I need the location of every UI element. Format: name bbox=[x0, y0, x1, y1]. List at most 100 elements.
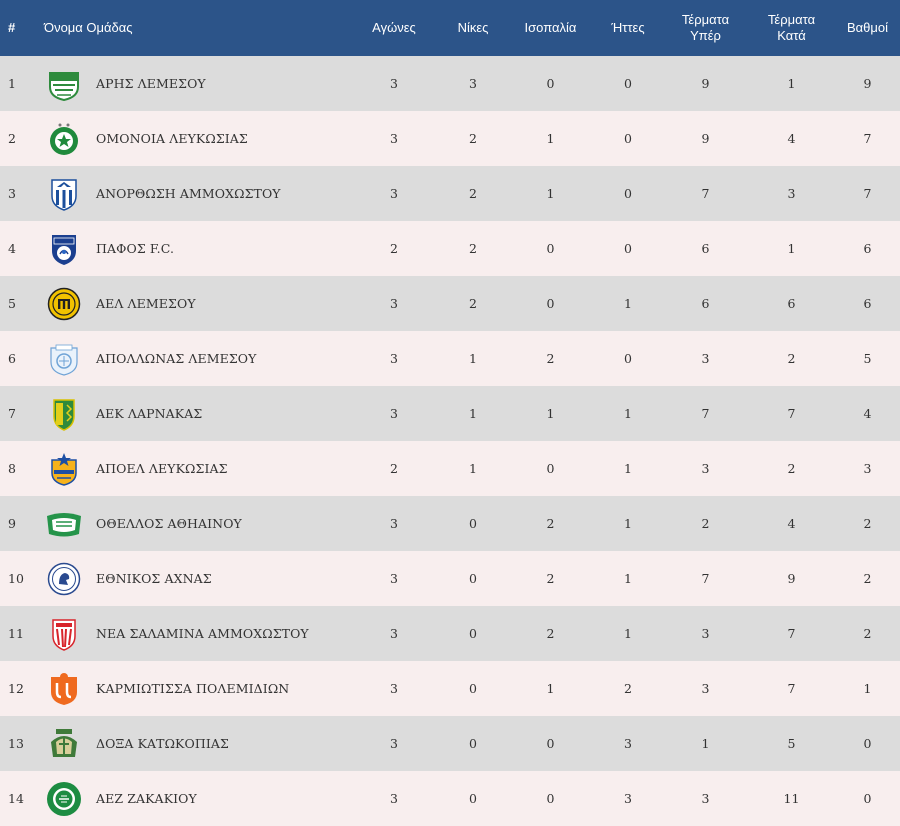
aris-limassol-crest-icon bbox=[44, 66, 84, 102]
goals-for-cell: 1 bbox=[701, 736, 710, 751]
header-goals-for[interactable]: Τέρματα Υπέρ bbox=[663, 0, 748, 56]
goals-against-cell: 4 bbox=[787, 516, 796, 531]
team-name[interactable]: ΑΡΗΣ ΛΕΜΕΣΟΥ bbox=[96, 76, 206, 91]
team-name[interactable]: ΟΘΕΛΛΟΣ ΑΘΗΑΙΝΟΥ bbox=[96, 516, 242, 531]
losses-cell: 1 bbox=[624, 406, 632, 421]
points-cell: 2 bbox=[863, 516, 872, 531]
goals-against-cell: 9 bbox=[787, 571, 796, 586]
team-cell[interactable]: ΑΕΛ ΛΕΜΕΣΟΥ bbox=[40, 276, 350, 331]
table-row[interactable]: 4 ΠΑΦΟΣ F.C. 2 2 0 0 6 1 6 bbox=[0, 221, 900, 276]
header-rank[interactable]: # bbox=[8, 20, 16, 35]
team-cell[interactable]: ΑΠΟΛΛΩΝΑΣ ΛΕΜΕΣΟΥ bbox=[40, 331, 350, 386]
goals-for-cell: 2 bbox=[701, 516, 710, 531]
table-row[interactable]: 7 ΑΕΚ ΛΑΡΝΑΚΑΣ 3 1 1 1 7 7 4 bbox=[0, 386, 900, 441]
team-name[interactable]: ΚΑΡΜΙΩΤΙΣΣΑ ΠΟΛΕΜΙΔΙΩΝ bbox=[96, 681, 290, 696]
team-cell[interactable]: ΟΘΕΛΛΟΣ ΑΘΗΑΙΝΟΥ bbox=[40, 496, 350, 551]
draws-cell: 0 bbox=[546, 791, 555, 806]
goals-for-cell: 7 bbox=[701, 186, 710, 201]
team-cell[interactable]: ΑΠΟΕΛ ΛΕΥΚΩΣΙΑΣ bbox=[40, 441, 350, 496]
team-name[interactable]: ΝΕΑ ΣΑΛΑΜΙΝΑ ΑΜΜΟΧΩΣΤΟΥ bbox=[96, 626, 309, 641]
played-cell: 2 bbox=[390, 241, 398, 256]
header-goals-against-line1: Τέρματα bbox=[767, 12, 816, 27]
header-team-name[interactable]: Όνομα Ομάδας bbox=[44, 20, 133, 35]
goals-against-cell: 5 bbox=[787, 736, 796, 751]
table-row[interactable]: 10 ΕΘΝΙΚΟΣ ΑΧΝΑΣ 3 0 2 1 7 9 2 bbox=[0, 551, 900, 606]
team-name[interactable]: ΑΕΛ ΛΕΜΕΣΟΥ bbox=[96, 296, 196, 311]
goals-against-cell: 3 bbox=[787, 186, 796, 201]
header-points[interactable]: Βαθμοί bbox=[846, 20, 889, 35]
rank-cell: 7 bbox=[8, 406, 16, 421]
rank-cell: 5 bbox=[8, 296, 16, 311]
played-cell: 2 bbox=[390, 461, 398, 476]
team-cell[interactable]: ΑΝΟΡΘΩΣΗ ΑΜΜΟΧΩΣΤΟΥ bbox=[40, 166, 350, 221]
played-cell: 3 bbox=[390, 186, 398, 201]
team-cell[interactable]: ΕΘΝΙΚΟΣ ΑΧΝΑΣ bbox=[40, 551, 350, 606]
header-goals-against[interactable]: Τέρματα Κατά bbox=[748, 0, 835, 56]
header-goals-for-line2: Υπέρ bbox=[690, 28, 721, 43]
team-name[interactable]: ΑΕΚ ΛΑΡΝΑΚΑΣ bbox=[96, 406, 203, 421]
rank-cell: 4 bbox=[8, 241, 16, 256]
team-cell[interactable]: ΔΟΞΑ ΚΑΤΩΚΟΠΙΑΣ bbox=[40, 716, 350, 771]
team-cell[interactable]: ΑΕΖ ΖΑΚΑΚΙΟΥ bbox=[40, 771, 350, 826]
points-cell: 4 bbox=[863, 406, 872, 421]
table-row[interactable]: 13 ΔΟΞΑ ΚΑΤΩΚΟΠΙΑΣ 3 0 0 3 1 5 0 bbox=[0, 716, 900, 771]
team-name[interactable]: ΑΠΟΕΛ ΛΕΥΚΩΣΙΑΣ bbox=[96, 461, 228, 476]
rank-cell: 3 bbox=[8, 186, 16, 201]
goals-for-cell: 7 bbox=[701, 571, 710, 586]
played-cell: 3 bbox=[390, 131, 398, 146]
losses-cell: 0 bbox=[624, 351, 632, 366]
played-cell: 3 bbox=[390, 516, 398, 531]
team-name[interactable]: ΑΠΟΛΛΩΝΑΣ ΛΕΜΕΣΟΥ bbox=[96, 351, 257, 366]
team-name[interactable]: ΑΝΟΡΘΩΣΗ ΑΜΜΟΧΩΣΤΟΥ bbox=[96, 186, 281, 201]
points-cell: 3 bbox=[863, 461, 872, 476]
draws-cell: 0 bbox=[546, 296, 555, 311]
header-played[interactable]: Αγώνες bbox=[372, 20, 416, 35]
team-name[interactable]: ΑΕΖ ΖΑΚΑΚΙΟΥ bbox=[96, 791, 197, 806]
table-row[interactable]: 12 ΚΑΡΜΙΩΤΙΣΣΑ ΠΟΛΕΜΙΔΙΩΝ 3 0 1 2 3 7 1 bbox=[0, 661, 900, 716]
table-row[interactable]: 6 ΑΠΟΛΛΩΝΑΣ ΛΕΜΕΣΟΥ 3 1 2 0 3 2 5 bbox=[0, 331, 900, 386]
table-row[interactable]: 1 ΑΡΗΣ ΛΕΜΕΣΟΥ 3 3 0 0 9 1 9 bbox=[0, 56, 900, 111]
team-cell[interactable]: ΝΕΑ ΣΑΛΑΜΙΝΑ ΑΜΜΟΧΩΣΤΟΥ bbox=[40, 606, 350, 661]
team-name[interactable]: ΠΑΦΟΣ F.C. bbox=[96, 241, 175, 256]
table-row[interactable]: 2 ΟΜΟΝΟΙΑ ΛΕΥΚΩΣΙΑΣ 3 2 1 0 9 4 7 bbox=[0, 111, 900, 166]
team-cell[interactable]: ΚΑΡΜΙΩΤΙΣΣΑ ΠΟΛΕΜΙΔΙΩΝ bbox=[40, 661, 350, 716]
team-name[interactable]: ΕΘΝΙΚΟΣ ΑΧΝΑΣ bbox=[96, 571, 212, 586]
header-wins[interactable]: Νίκες bbox=[457, 20, 489, 35]
table-row[interactable]: 8 ΑΠΟΕΛ ΛΕΥΚΩΣΙΑΣ 2 1 0 1 3 2 3 bbox=[0, 441, 900, 496]
table-row[interactable]: 14 ΑΕΖ ΖΑΚΑΚΙΟΥ 3 0 0 3 3 11 0 bbox=[0, 771, 900, 826]
rank-cell: 13 bbox=[8, 736, 24, 751]
table-row[interactable]: 11 ΝΕΑ ΣΑΛΑΜΙΝΑ ΑΜΜΟΧΩΣΤΟΥ 3 0 2 1 3 7 2 bbox=[0, 606, 900, 661]
losses-cell: 0 bbox=[624, 186, 632, 201]
draws-cell: 0 bbox=[546, 76, 555, 91]
losses-cell: 0 bbox=[624, 241, 632, 256]
team-cell[interactable]: ΑΕΚ ΛΑΡΝΑΚΑΣ bbox=[40, 386, 350, 441]
header-losses[interactable]: Ήττες bbox=[611, 20, 645, 35]
goals-against-cell: 1 bbox=[787, 76, 796, 91]
team-name[interactable]: ΔΟΞΑ ΚΑΤΩΚΟΠΙΑΣ bbox=[96, 736, 229, 751]
points-cell: 0 bbox=[863, 791, 872, 806]
draws-cell: 2 bbox=[546, 351, 555, 366]
wins-cell: 0 bbox=[469, 791, 477, 806]
header-draws[interactable]: Ισοπαλία bbox=[524, 20, 577, 35]
table-row[interactable]: 3 ΑΝΟΡΘΩΣΗ ΑΜΜΟΧΩΣΤΟΥ 3 2 1 0 7 3 7 bbox=[0, 166, 900, 221]
draws-cell: 1 bbox=[546, 681, 555, 696]
draws-cell: 0 bbox=[546, 241, 555, 256]
rank-cell: 8 bbox=[8, 461, 16, 476]
rank-cell: 14 bbox=[8, 791, 24, 806]
goals-for-cell: 6 bbox=[701, 241, 710, 256]
points-cell: 6 bbox=[863, 296, 872, 311]
points-cell: 9 bbox=[863, 76, 872, 91]
goals-against-cell: 7 bbox=[787, 406, 796, 421]
table-row[interactable]: 9 ΟΘΕΛΛΟΣ ΑΘΗΑΙΝΟΥ 3 0 2 1 2 4 2 bbox=[0, 496, 900, 551]
team-cell[interactable]: ΑΡΗΣ ΛΕΜΕΣΟΥ bbox=[40, 56, 350, 111]
team-cell[interactable]: ΟΜΟΝΟΙΑ ΛΕΥΚΩΣΙΑΣ bbox=[40, 111, 350, 166]
pafos-fc-crest-icon bbox=[44, 231, 84, 267]
team-cell[interactable]: ΠΑΦΟΣ F.C. bbox=[40, 221, 350, 276]
table-row[interactable]: 5 ΑΕΛ ΛΕΜΕΣΟΥ 3 2 0 1 6 6 6 bbox=[0, 276, 900, 331]
ethnikos-achnas-crest-icon bbox=[44, 561, 84, 597]
played-cell: 3 bbox=[390, 791, 398, 806]
aek-larnaca-crest-icon bbox=[44, 396, 84, 432]
team-name[interactable]: ΟΜΟΝΟΙΑ ΛΕΥΚΩΣΙΑΣ bbox=[96, 131, 248, 146]
anorthosis-crest-icon bbox=[44, 176, 84, 212]
